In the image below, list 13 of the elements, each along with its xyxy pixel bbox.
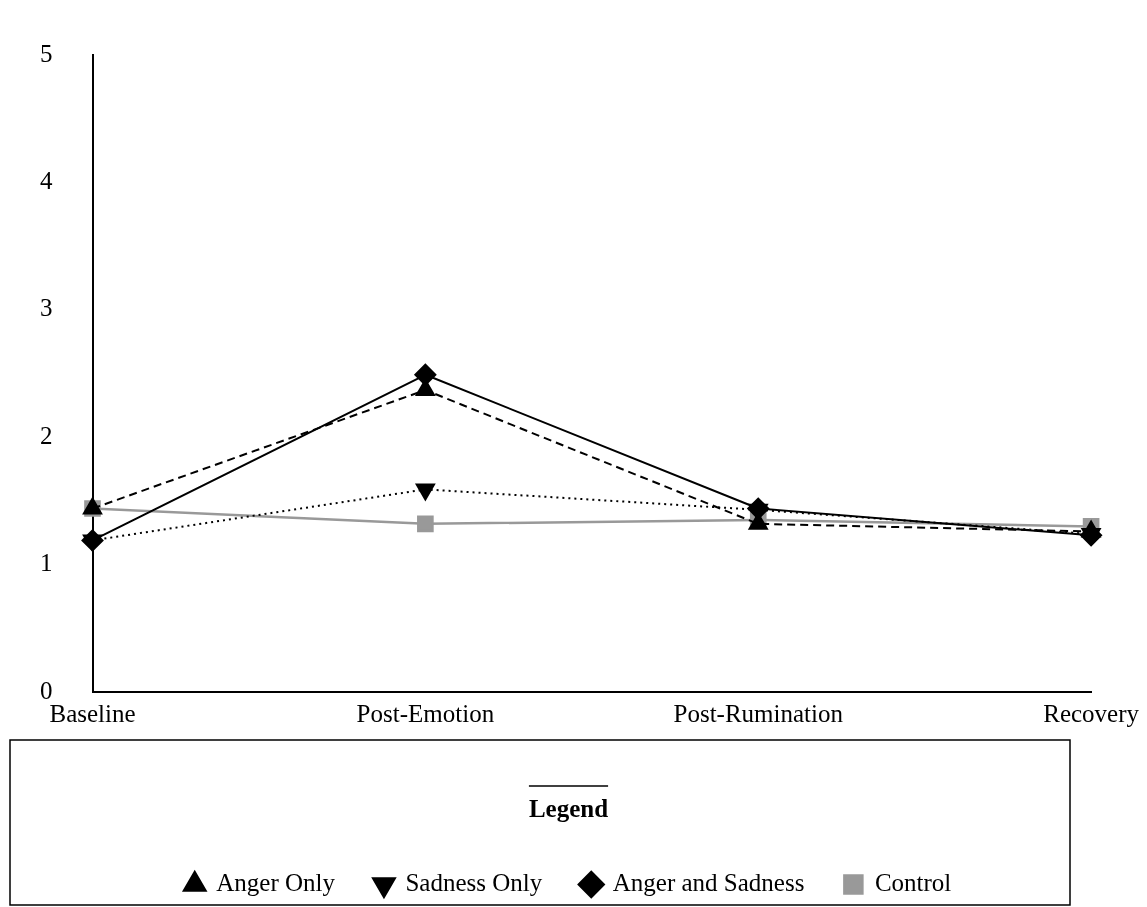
y-tick-label: 5 [40, 39, 53, 67]
y-tick-label: 4 [40, 166, 53, 194]
legend-label: Sadness Only [405, 869, 543, 897]
y-tick-label: 2 [40, 421, 53, 449]
legend-label: Anger Only [216, 869, 336, 897]
x-tick-label: Recovery [1043, 699, 1140, 727]
legend-label: Control [874, 869, 952, 897]
legend-title: Legend [528, 794, 609, 822]
legend-label: Anger and Sadness [612, 869, 805, 897]
y-tick-label: 1 [40, 549, 53, 577]
x-tick-label: Post-Rumination [673, 699, 844, 727]
x-tick-label: Post-Emotion [356, 699, 495, 727]
y-tick-label: 3 [40, 294, 53, 322]
